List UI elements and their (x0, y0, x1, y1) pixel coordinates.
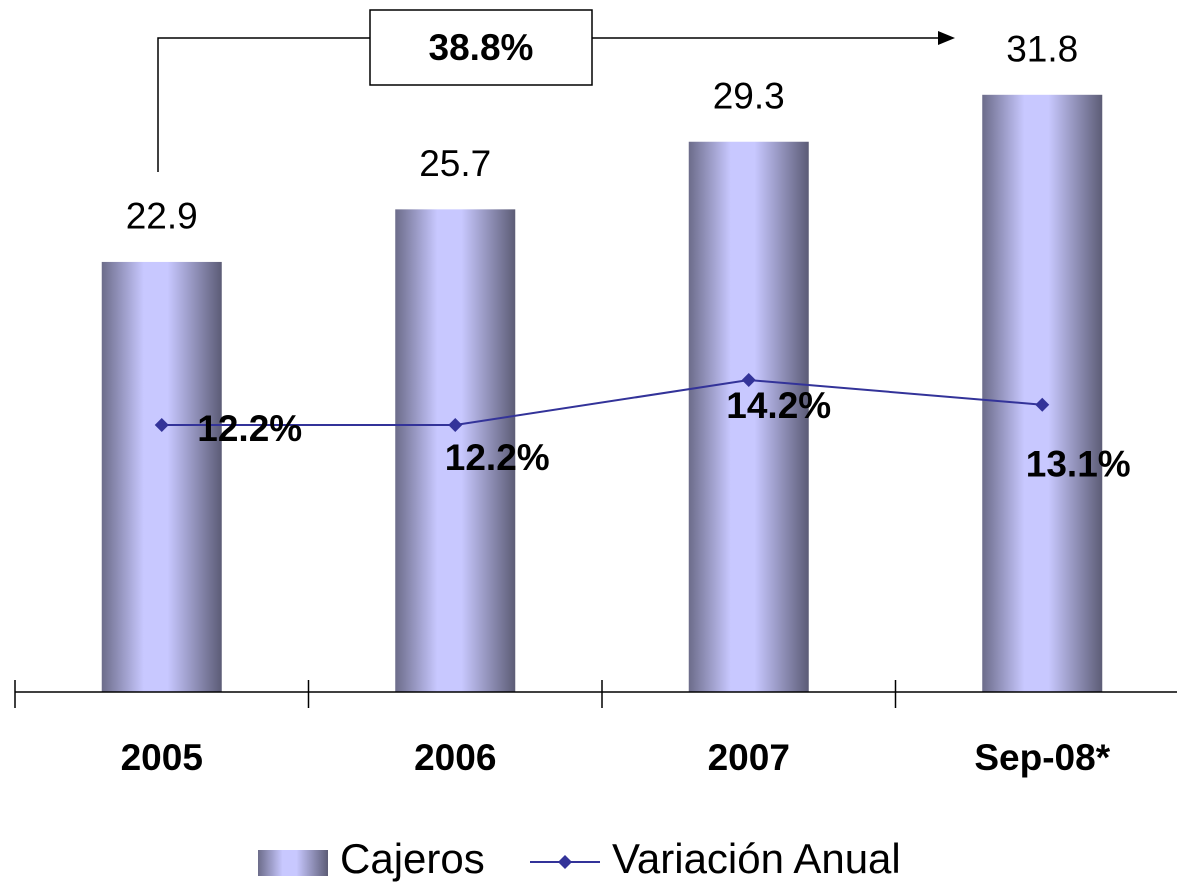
line-marker (154, 418, 169, 432)
line-value-label: 13.1% (1026, 444, 1131, 485)
arrow-head (938, 31, 955, 45)
bar-value-label: 29.3 (713, 76, 785, 117)
bar (688, 141, 809, 693)
line-value-label: 12.2% (197, 408, 302, 449)
line-value-label: 12.2% (445, 437, 550, 478)
x-tick-label: 2006 (414, 737, 496, 778)
x-tick-label: 2005 (121, 737, 203, 778)
x-tick-label: Sep-08* (974, 737, 1110, 778)
line-marker (741, 373, 756, 387)
line-marker (448, 418, 463, 432)
legend: Cajeros Variación Anual (258, 835, 901, 882)
bar (982, 94, 1103, 692)
legend-swatch-bar (258, 850, 328, 876)
annotation-text: 38.8% (429, 27, 534, 68)
legend-label: Variación Anual (612, 835, 901, 882)
plot: 2005 2006 2007 Sep-08* 22.9 25.7 29.3 31.8 12.2%… (14, 29, 1131, 778)
legend-label: Cajeros (340, 835, 485, 882)
legend-marker (558, 855, 572, 869)
growth-annotation: 38.8% (157, 9, 955, 172)
bar-value-label: 25.7 (419, 143, 491, 184)
x-tick-label: 2007 (708, 737, 790, 778)
annotation-line (157, 37, 370, 172)
annotation-box (369, 9, 593, 86)
line-marker (1035, 397, 1050, 412)
bar (395, 209, 516, 692)
bar-value-label: 31.8 (1006, 29, 1078, 70)
bar-value-label: 22.9 (126, 196, 198, 237)
line (161, 378, 1043, 426)
line-value-label: 14.2% (726, 385, 831, 426)
bar (101, 261, 222, 692)
